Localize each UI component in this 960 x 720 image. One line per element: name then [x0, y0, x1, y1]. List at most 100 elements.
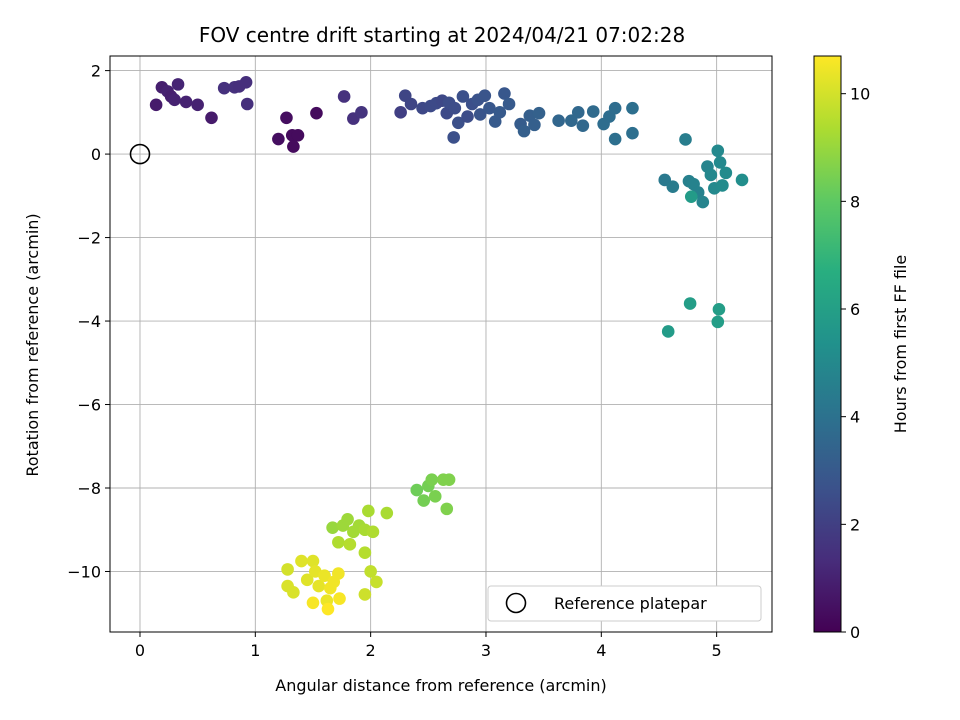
data-point: [281, 563, 294, 576]
data-point: [696, 195, 710, 209]
data-point: [661, 325, 675, 338]
data-point: [295, 554, 308, 568]
legend-label: Reference platepar: [554, 594, 707, 613]
data-point: [191, 98, 204, 112]
colorbar: 0 2 4 6 8 10 Hours from first FF file: [813, 55, 910, 642]
data-point: [428, 490, 442, 503]
data-point: [287, 586, 300, 599]
y-axis-ticks: 2 0 −2 −4 −6 −8 −10: [67, 62, 110, 581]
data-point: [666, 180, 680, 193]
data-point: [719, 166, 733, 180]
data-point: [712, 303, 726, 316]
data-point: [461, 110, 474, 123]
data-point: [483, 101, 496, 115]
colorbar-ticks: 0 2 4 6 8 10: [841, 85, 870, 642]
data-point: [704, 168, 718, 182]
y-tick-label: −8: [77, 479, 101, 498]
data-point: [565, 114, 578, 127]
data-point: [217, 81, 231, 95]
colorbar-label: Hours from first FF file: [891, 255, 910, 434]
data-point: [318, 569, 331, 582]
data-point: [552, 114, 565, 127]
data-point: [735, 173, 749, 187]
x-tick-label: 1: [250, 641, 260, 660]
data-point: [333, 592, 346, 605]
legend-box: [487, 585, 762, 622]
data-point: [440, 502, 454, 516]
data-point: [321, 602, 335, 616]
x-axis-label: Angular distance from reference (arcmin): [275, 676, 606, 695]
y-tick-label: −10: [67, 562, 101, 581]
x-tick-label: 0: [135, 641, 145, 660]
data-point: [370, 575, 383, 589]
y-axis-label: Rotation from reference (arcmin): [23, 213, 42, 476]
x-axis-ticks: 0 1 2 3 4 5: [135, 632, 722, 660]
data-point: [332, 567, 345, 580]
data-point: [380, 506, 394, 520]
data-point: [417, 494, 431, 507]
data-point: [716, 179, 729, 192]
data-point: [679, 133, 692, 146]
data-point: [404, 97, 418, 111]
data-point: [358, 588, 372, 601]
data-point: [448, 101, 462, 115]
data-point: [532, 106, 546, 120]
colorbar-tick-label: 0: [850, 623, 860, 642]
x-tick-label: 2: [366, 641, 376, 660]
data-points: [149, 75, 749, 616]
data-point: [272, 132, 285, 146]
data-point: [498, 87, 511, 100]
data-point: [683, 297, 697, 310]
y-tick-label: −6: [77, 396, 101, 415]
data-point: [626, 126, 639, 140]
y-tick-label: 0: [91, 145, 101, 164]
data-point: [608, 101, 622, 115]
data-point: [326, 521, 339, 534]
data-point: [149, 98, 163, 112]
chart-title: FOV centre drift starting at 2024/04/21 …: [199, 23, 685, 47]
data-point: [343, 538, 357, 551]
x-tick-label: 4: [596, 641, 606, 660]
data-point: [306, 596, 320, 610]
data-point: [358, 546, 372, 559]
data-point: [280, 111, 293, 125]
data-point: [337, 90, 351, 103]
data-point: [576, 119, 590, 133]
data-point: [711, 144, 725, 158]
data-point: [394, 106, 407, 119]
colorbar-tick-label: 4: [850, 408, 860, 427]
data-point: [713, 156, 727, 169]
data-point: [410, 483, 424, 497]
data-point: [312, 579, 326, 593]
x-tick-label: 3: [481, 641, 491, 660]
data-point: [442, 473, 456, 486]
data-point: [306, 554, 320, 568]
grid-lines: [110, 56, 772, 632]
data-point: [478, 89, 492, 102]
data-point: [456, 90, 470, 103]
data-point: [240, 97, 254, 111]
x-tick-label: 5: [712, 641, 722, 660]
data-point: [517, 124, 531, 138]
data-point: [626, 101, 639, 115]
data-point: [711, 315, 725, 329]
data-point: [451, 116, 465, 130]
colorbar-tick-label: 10: [850, 85, 870, 104]
data-point: [362, 504, 375, 518]
data-point: [300, 573, 314, 587]
plot-frame: [109, 55, 773, 633]
data-point: [332, 535, 345, 549]
data-point: [355, 106, 368, 119]
y-tick-label: −2: [77, 229, 101, 248]
data-point: [473, 108, 487, 121]
data-point: [168, 93, 181, 107]
colorbar-tick-label: 8: [850, 192, 860, 211]
data-point: [608, 132, 622, 146]
reference-marker: [129, 143, 151, 165]
y-tick-label: 2: [91, 62, 101, 81]
data-point: [586, 105, 600, 118]
data-point: [364, 565, 377, 578]
data-point: [205, 111, 218, 125]
data-point: [447, 131, 460, 144]
